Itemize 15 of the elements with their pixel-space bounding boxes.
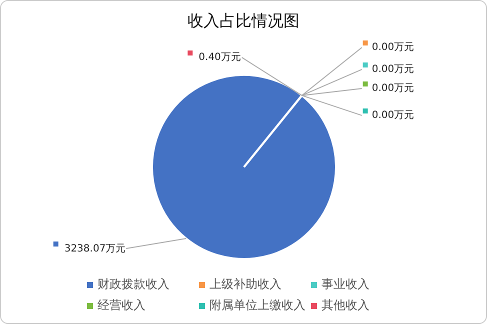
legend-label: 其他收入 <box>322 297 370 314</box>
text: 0.00万元 <box>372 42 414 54</box>
pie-slice <box>243 94 303 168</box>
chart-title: 收入占比情况图 <box>186 11 300 32</box>
legend-label: 事业收入 <box>322 276 370 293</box>
text: 0.00万元 <box>372 110 414 122</box>
legend-label: 上级补助收入 <box>210 276 282 293</box>
text: 0.00万元 <box>372 64 414 76</box>
legend-label: 经营收入 <box>98 297 146 314</box>
data-label: 3238.07万元 <box>64 243 126 254</box>
text: 0.00万元 <box>372 83 414 94</box>
data-label: 0.40万元 <box>198 52 241 64</box>
pie-slice <box>151 74 337 260</box>
legend-label: 附属单位上缴收入 <box>210 297 306 314</box>
legend-label: 财政拨款收入 <box>98 276 170 293</box>
